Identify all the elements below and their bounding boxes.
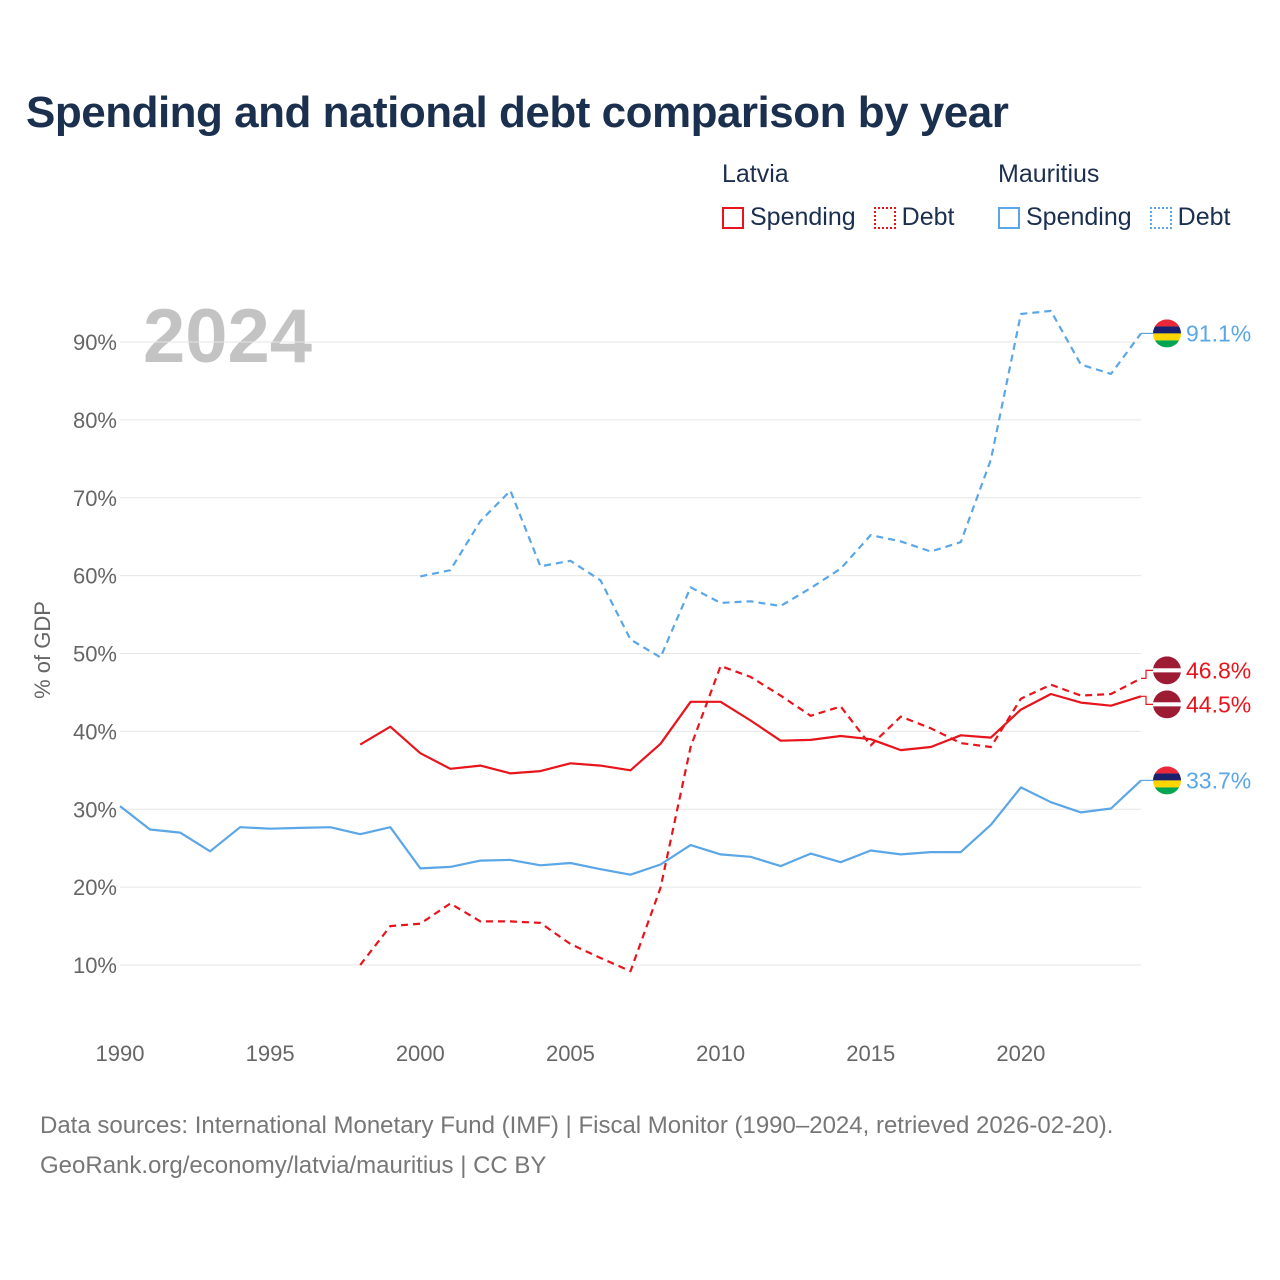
end-connector xyxy=(1141,669,1153,680)
chart-title: Spending and national debt comparison by… xyxy=(26,88,1009,137)
y-tick-label: 20% xyxy=(73,875,117,900)
series-line-latvia-spending xyxy=(359,692,1142,775)
end-value-label: 46.8% xyxy=(1186,657,1251,683)
y-tick-label: 90% xyxy=(73,330,117,355)
series-line-mauritius-spending xyxy=(119,779,1142,876)
y-tick-label: 30% xyxy=(73,797,117,822)
flag-mauritius-icon xyxy=(1153,766,1181,795)
legend-label: Debt xyxy=(901,203,955,231)
end-value-label: 33.7% xyxy=(1186,767,1251,793)
x-tick-label: 2010 xyxy=(696,1041,745,1066)
flag-latvia-icon xyxy=(1153,656,1181,685)
legend-latvia-debt[interactable]: Debt xyxy=(873,203,955,232)
flag-latvia-icon xyxy=(1153,690,1181,719)
x-tick-label: 2020 xyxy=(996,1041,1045,1066)
flag-mauritius-icon xyxy=(1153,319,1181,348)
legend-swatch-dotted-icon xyxy=(873,206,896,229)
x-tick-label: 2015 xyxy=(846,1041,895,1066)
footer-credit: GeoRank.org/economy/latvia/mauritius | C… xyxy=(40,1152,547,1179)
y-tick-label: 70% xyxy=(73,486,117,511)
legend-swatch-solid-icon xyxy=(722,206,744,229)
legend-group-mauritius: Mauritius Spending Debt xyxy=(998,160,1230,232)
legend-label: Spending xyxy=(750,203,856,231)
legend-group-name: Latvia xyxy=(722,160,789,188)
y-axis-label: % of GDP xyxy=(30,601,55,699)
legend-group-latvia: Latvia Spending Debt xyxy=(722,160,954,232)
y-tick-label: 10% xyxy=(73,953,117,978)
x-tick-label: 2005 xyxy=(546,1041,595,1066)
y-tick-label: 50% xyxy=(73,642,117,667)
y-tick-label: 40% xyxy=(73,719,117,744)
series-line-latvia-debt xyxy=(359,664,1142,973)
x-tick-label: 1990 xyxy=(96,1041,145,1066)
year-watermark: 2024 xyxy=(143,294,312,379)
footer: Data sources: International Monetary Fun… xyxy=(40,1106,1113,1186)
end-value-label: 91.1% xyxy=(1186,320,1251,346)
x-tick-label: 2000 xyxy=(396,1041,445,1066)
end-connector xyxy=(1141,695,1153,706)
footer-source: Data sources: International Monetary Fun… xyxy=(40,1112,1114,1139)
y-tick-label: 60% xyxy=(73,564,117,589)
legend-latvia-spending[interactable]: Spending xyxy=(722,203,856,232)
end-value-label: 44.5% xyxy=(1186,691,1251,717)
legend-mauritius-debt[interactable]: Debt xyxy=(1149,203,1231,232)
legend-swatch-solid-icon xyxy=(998,206,1020,229)
y-tick-label: 80% xyxy=(73,408,117,433)
legend-label: Spending xyxy=(1026,203,1132,231)
legend-group-name: Mauritius xyxy=(998,160,1100,188)
legend-label: Debt xyxy=(1177,203,1231,231)
x-tick-label: 1995 xyxy=(246,1041,295,1066)
legend-mauritius-spending[interactable]: Spending xyxy=(998,203,1132,232)
legend-swatch-dotted-icon xyxy=(1149,206,1172,229)
series-line-mauritius-debt xyxy=(420,309,1142,659)
